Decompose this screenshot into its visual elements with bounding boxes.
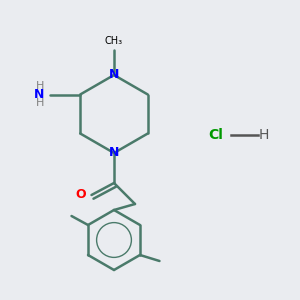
Text: O: O xyxy=(76,188,86,202)
Text: Cl: Cl xyxy=(208,128,224,142)
Text: N: N xyxy=(109,146,119,160)
Text: H: H xyxy=(36,81,44,91)
Text: N: N xyxy=(109,68,119,82)
Text: N: N xyxy=(34,88,44,101)
Text: H: H xyxy=(36,98,44,108)
Text: H: H xyxy=(259,128,269,142)
Text: CH₃: CH₃ xyxy=(105,36,123,46)
